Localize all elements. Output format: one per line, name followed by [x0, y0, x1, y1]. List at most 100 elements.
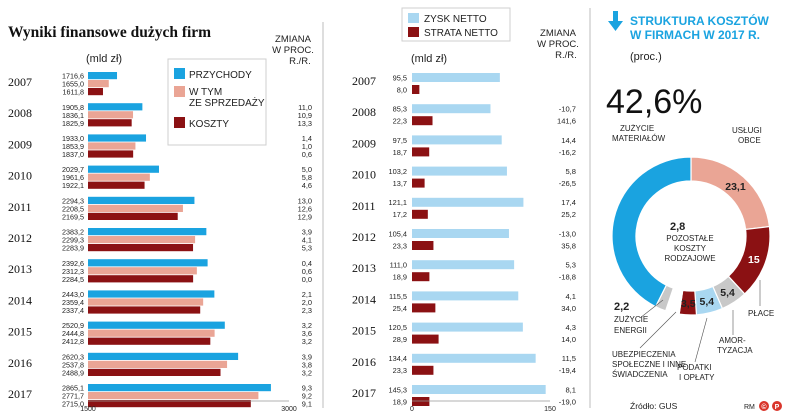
middle-value-label: 8,0	[397, 85, 407, 94]
middle-value-label: 18,7	[393, 148, 407, 157]
left-change-label: 10,9	[298, 111, 312, 120]
left-change-label: 3,8	[302, 360, 312, 369]
middle-chart-rows: 2007 95,5 8,0 2008 85,3 -10,7 22,3 141,6 2009 97,…	[352, 73, 576, 406]
left-bar	[88, 173, 150, 181]
left-value-label: 1905,8	[62, 103, 84, 112]
annot-materials-1: ZUŻYCIE	[620, 124, 654, 133]
middle-bar	[412, 147, 430, 157]
middle-bar	[412, 322, 523, 332]
left-change-label: 11,0	[298, 103, 312, 112]
right-title-line1: STRUKTURA KOSZTÓW	[630, 13, 770, 28]
donut-value-label: 15	[748, 254, 760, 266]
middle-change-label: -18,8	[559, 273, 576, 282]
left-change-label: 0,6	[302, 150, 312, 159]
left-value-label: 2444,8	[62, 329, 84, 338]
middle-year-label: 2017	[352, 386, 376, 400]
left-value-label: 2488,9	[62, 368, 84, 377]
left-change-header-line3: R./R.	[289, 56, 311, 67]
left-bar	[88, 150, 134, 158]
middle-value-label: 18,9	[393, 273, 407, 282]
middle-value-label: 85,3	[393, 105, 407, 114]
left-value-label: 2620,3	[62, 352, 84, 361]
donut-value-label: 5,4	[700, 296, 715, 308]
middle-bar	[412, 209, 428, 219]
left-bar	[88, 392, 259, 400]
left-bar	[88, 244, 194, 252]
middle-year-label: 2016	[352, 355, 376, 369]
left-value-label: 2537,8	[62, 360, 84, 369]
left-bar	[88, 181, 145, 189]
left-bar	[88, 384, 271, 392]
middle-bar	[412, 104, 491, 114]
middle-change-label: 35,8	[561, 241, 576, 250]
middle-change-label: 14,4	[561, 136, 576, 145]
middle-change-label: -16,2	[559, 148, 576, 157]
left-change-label: 5,3	[302, 244, 312, 253]
left-bar	[88, 134, 147, 142]
annot-depreciation-1: AMOR-	[719, 336, 746, 345]
donut-slice	[690, 156, 771, 231]
annot-energy-2: ENERGII	[614, 326, 647, 335]
left-change-label: 12,9	[298, 212, 312, 221]
middle-year-label: 2015	[352, 324, 376, 338]
donut-value-label: 23,1	[725, 181, 746, 193]
left-bar	[88, 103, 143, 111]
middle-bar	[412, 272, 430, 282]
left-year-label: 2011	[8, 200, 32, 214]
left-value-label: 2169,5	[62, 212, 84, 221]
left-bar	[88, 298, 204, 306]
middle-value-label: 97,5	[393, 136, 407, 145]
left-year-label: 2010	[8, 169, 32, 183]
middle-year-label: 2010	[352, 168, 376, 182]
left-value-label: 2337,4	[62, 306, 84, 315]
left-value-label: 2284,5	[62, 275, 84, 284]
middle-change-header: ZMIANA W PROC. R./R.	[537, 28, 579, 61]
left-value-label: 2771,7	[62, 392, 84, 401]
left-value-label: 2294,3	[62, 196, 84, 205]
svg-text:P: P	[775, 404, 780, 411]
middle-bar	[412, 116, 433, 126]
left-value-label: 2412,8	[62, 337, 84, 346]
left-change-label: 4,6	[302, 181, 312, 190]
cost-structure-donut: 23,1 15 5,4 5,4 3,5	[611, 156, 771, 316]
left-bar	[88, 212, 178, 220]
left-legend-label-revenue: PRZYCHODY	[189, 70, 252, 81]
left-bar	[88, 259, 208, 267]
middle-value-label: 134,4	[389, 354, 408, 363]
donut-value-label: 5,4	[720, 287, 735, 299]
left-value-label: 1922,1	[62, 181, 84, 190]
left-value-label: 1716,6	[62, 72, 84, 81]
middle-change-header-line2: W PROC.	[537, 39, 579, 50]
left-value-label: 1961,6	[62, 173, 84, 182]
middle-bar	[412, 73, 500, 82]
left-value-label: 2383,2	[62, 228, 84, 237]
middle-change-label: -13,0	[559, 229, 576, 238]
left-change-label: 3,6	[302, 329, 312, 338]
annot-services-1: USŁUGI	[732, 126, 762, 135]
left-year-label: 2017	[8, 387, 32, 401]
left-bar	[88, 306, 201, 314]
right-subtitle: (proc.)	[630, 51, 662, 63]
left-change-label: 2,0	[302, 298, 312, 307]
leader-taxes	[694, 317, 708, 363]
left-bar	[88, 165, 159, 173]
left-change-label: 3,2	[302, 337, 312, 346]
middle-bar	[412, 229, 509, 238]
left-legend-label-costs: KOSZTY	[189, 119, 229, 130]
middle-value-label: 103,2	[389, 167, 408, 176]
left-value-label: 1825,9	[62, 119, 84, 128]
middle-change-label: 141,6	[557, 117, 576, 126]
left-value-label: 2865,1	[62, 384, 84, 393]
left-year-label: 2008	[8, 106, 32, 120]
left-value-label: 2520,9	[62, 321, 84, 330]
down-arrow-icon	[608, 11, 623, 31]
middle-value-label: 105,4	[389, 229, 408, 238]
donut-slice	[611, 156, 692, 308]
left-change-label: 0,6	[302, 267, 312, 276]
middle-value-label: 13,7	[393, 179, 407, 188]
annot-depreciation-2: TYZACJA	[717, 346, 753, 355]
left-legend-label-sales-1: W TYM	[189, 87, 222, 98]
left-year-label: 2016	[8, 356, 32, 370]
middle-value-label: 22,3	[393, 117, 407, 126]
left-change-header: ZMIANA W PROC. R./R.	[272, 34, 314, 67]
